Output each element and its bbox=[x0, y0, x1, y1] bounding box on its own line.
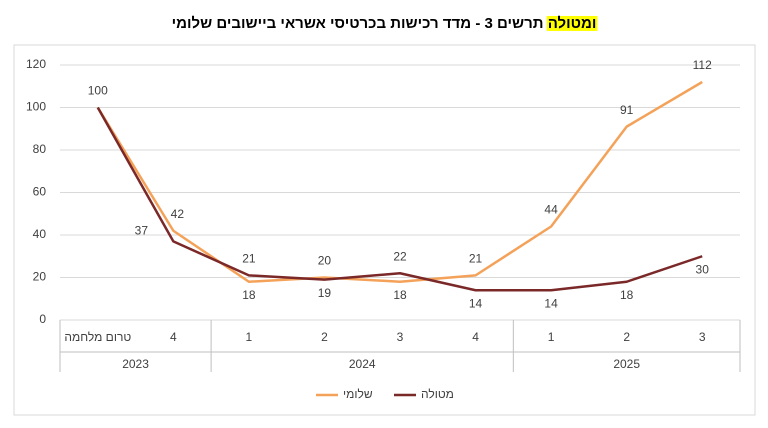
x-group-label: 2024 bbox=[349, 357, 376, 371]
x-tick-label: 4 bbox=[472, 330, 479, 344]
data-label: 21 bbox=[469, 252, 483, 266]
data-label: 112 bbox=[693, 58, 712, 72]
data-label: 30 bbox=[696, 262, 710, 276]
data-label: 91 bbox=[620, 103, 634, 117]
legend-label: מטולה bbox=[421, 387, 454, 401]
y-tick-label: 80 bbox=[33, 142, 47, 156]
data-label: 14 bbox=[469, 296, 483, 310]
data-label: 18 bbox=[620, 288, 634, 302]
data-label: 22 bbox=[393, 249, 407, 263]
data-label: 44 bbox=[544, 203, 558, 217]
x-group-label: 2023 bbox=[122, 357, 149, 371]
data-label: 100 bbox=[88, 84, 108, 98]
x-tick-label: 3 bbox=[397, 330, 404, 344]
y-tick-label: 60 bbox=[33, 185, 47, 199]
x-tick-label: 1 bbox=[548, 330, 555, 344]
chart-frame bbox=[13, 44, 756, 416]
y-tick-label: 120 bbox=[26, 57, 46, 71]
title-highlight: ומטולה bbox=[548, 15, 597, 32]
title-highlight-bg bbox=[546, 15, 598, 31]
data-label: 19 bbox=[318, 286, 332, 300]
series-line bbox=[96, 80, 703, 283]
x-tick-label: 2 bbox=[321, 330, 328, 344]
y-tick-label: 100 bbox=[26, 100, 46, 114]
series-line bbox=[96, 106, 703, 292]
y-tick-label: 20 bbox=[33, 270, 47, 284]
y-tick-label: 0 bbox=[39, 312, 46, 326]
x-tick-label: 2 bbox=[623, 330, 630, 344]
data-label: 42 bbox=[171, 207, 185, 221]
data-label: 21 bbox=[242, 252, 256, 266]
title-main: תרשים 3 - מדד רכישות בכרטיסי אשראי ביישו… bbox=[172, 15, 544, 32]
x-tick-label: 3 bbox=[699, 330, 706, 344]
data-label: 37 bbox=[135, 224, 149, 238]
data-label: 18 bbox=[242, 288, 256, 302]
data-label: 14 bbox=[544, 296, 558, 310]
x-tick-label: 1 bbox=[246, 330, 253, 344]
y-tick-label: 40 bbox=[33, 227, 47, 241]
x-group-label: 2025 bbox=[613, 357, 640, 371]
x-tick-label: 4 bbox=[170, 330, 177, 344]
x-tick-label: טרום מלחמה bbox=[64, 330, 131, 344]
legend-label: שלומי bbox=[343, 387, 373, 401]
data-label: 20 bbox=[318, 254, 332, 268]
data-label: 18 bbox=[393, 288, 407, 302]
chart-title: ומטולה תרשים 3 - מדד רכישות בכרטיסי אשרא… bbox=[172, 15, 597, 32]
